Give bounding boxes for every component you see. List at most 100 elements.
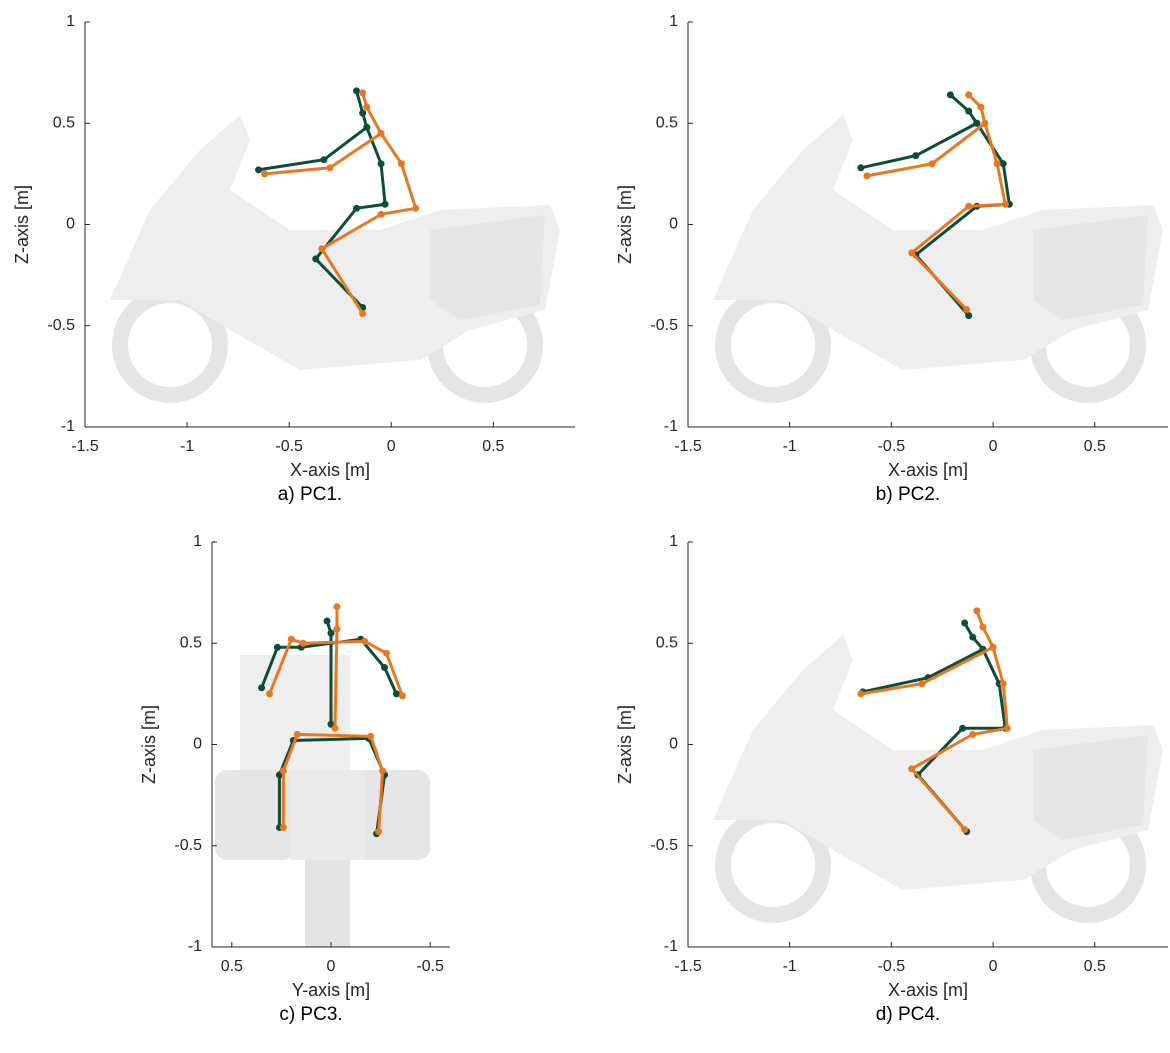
joint xyxy=(367,733,374,740)
x-tick-label: 0.5 xyxy=(482,438,504,455)
joint xyxy=(274,644,281,651)
joint xyxy=(328,630,335,637)
caption: c) PC3. xyxy=(279,1004,342,1025)
x-tick-label: 0.5 xyxy=(1084,958,1106,975)
joint xyxy=(912,152,919,159)
y-tick-label: 0 xyxy=(66,216,75,233)
x-tick-label: 0.5 xyxy=(1084,438,1106,455)
y-tick-label: 1 xyxy=(669,533,678,550)
joint xyxy=(363,104,370,111)
joint xyxy=(990,644,997,651)
joint xyxy=(969,731,976,738)
joint xyxy=(908,249,915,256)
x-tick-label: -1 xyxy=(783,438,797,455)
skeleton-line xyxy=(861,611,993,694)
figure: -1.5-1-0.500.5-1-0.500.51X-axis [m]Z-axi… xyxy=(0,0,1170,1048)
joint xyxy=(1000,680,1007,687)
x-tick-label: -1.5 xyxy=(674,438,702,455)
joint xyxy=(363,124,370,131)
joint xyxy=(333,626,340,633)
y-axis-label: Z-axis [m] xyxy=(615,185,635,264)
joint xyxy=(261,170,268,177)
caption: a) PC1. xyxy=(278,484,342,505)
joint xyxy=(359,89,366,96)
joint xyxy=(965,312,972,319)
x-tick-label: -1.5 xyxy=(674,958,702,975)
skeleton-line xyxy=(259,91,367,170)
joint xyxy=(359,110,366,117)
joint xyxy=(320,156,327,163)
y-tick-label: 1 xyxy=(193,533,202,550)
y-axis-label: Z-axis [m] xyxy=(139,705,159,784)
joint xyxy=(288,636,295,643)
joint xyxy=(965,91,972,98)
joint xyxy=(969,634,976,641)
y-tick-label: -1 xyxy=(188,938,202,955)
joint xyxy=(318,245,325,252)
x-tick-label: -1 xyxy=(180,438,194,455)
x-tick-label: -1.5 xyxy=(71,438,99,455)
joint xyxy=(979,624,986,631)
x-tick-label: -0.5 xyxy=(878,438,906,455)
joint xyxy=(383,650,390,657)
x-tick-label: 0 xyxy=(327,958,336,975)
joint xyxy=(378,130,385,137)
joint xyxy=(255,166,262,173)
joint xyxy=(918,680,925,687)
y-tick-label: -0.5 xyxy=(47,317,75,334)
y-axis-label: Z-axis [m] xyxy=(12,185,32,264)
y-tick-label: 0.5 xyxy=(656,114,678,131)
joint xyxy=(381,664,388,671)
y-tick-label: 0.5 xyxy=(180,634,202,651)
joint xyxy=(258,684,265,691)
y-tick-label: 0 xyxy=(669,216,678,233)
x-axis-label: Y-axis [m] xyxy=(292,980,370,1000)
joint xyxy=(266,690,273,697)
y-tick-label: 0.5 xyxy=(53,114,75,131)
joint xyxy=(393,690,400,697)
joint xyxy=(375,828,382,835)
joint xyxy=(1004,725,1011,732)
joint xyxy=(963,306,970,313)
y-tick-label: 0 xyxy=(193,736,202,753)
joint xyxy=(399,692,406,699)
y-tick-label: -1 xyxy=(664,418,678,435)
joint xyxy=(331,725,338,732)
joint xyxy=(908,765,915,772)
joint xyxy=(965,203,972,210)
joint xyxy=(280,824,287,831)
joint xyxy=(294,731,301,738)
joint xyxy=(959,725,966,732)
joint xyxy=(300,640,307,647)
joint xyxy=(1002,201,1009,208)
joint xyxy=(359,310,366,317)
y-axis-label: Z-axis [m] xyxy=(615,705,635,784)
y-tick-label: 0.5 xyxy=(656,634,678,651)
joint xyxy=(981,120,988,127)
bike-rear xyxy=(215,655,430,947)
joint xyxy=(965,108,972,115)
caption: d) PC4. xyxy=(876,1004,940,1025)
x-tick-label: 0 xyxy=(989,438,998,455)
joint xyxy=(333,603,340,610)
y-tick-label: 1 xyxy=(669,13,678,30)
x-tick-label: -0.5 xyxy=(416,958,444,975)
joint xyxy=(324,617,331,624)
skeleton-line xyxy=(335,607,337,729)
x-tick-label: -0.5 xyxy=(878,958,906,975)
y-tick-label: -1 xyxy=(664,938,678,955)
x-tick-label: 0 xyxy=(989,958,998,975)
joint xyxy=(973,607,980,614)
joint xyxy=(947,91,954,98)
joint xyxy=(857,690,864,697)
joint xyxy=(378,160,385,167)
y-tick-label: -0.5 xyxy=(650,837,678,854)
joint xyxy=(327,164,334,171)
joint xyxy=(929,160,936,167)
joint xyxy=(353,205,360,212)
joint xyxy=(977,104,984,111)
joint xyxy=(361,638,368,645)
y-tick-label: -1 xyxy=(61,418,75,435)
caption: b) PC2. xyxy=(876,484,940,505)
joint xyxy=(863,172,870,179)
